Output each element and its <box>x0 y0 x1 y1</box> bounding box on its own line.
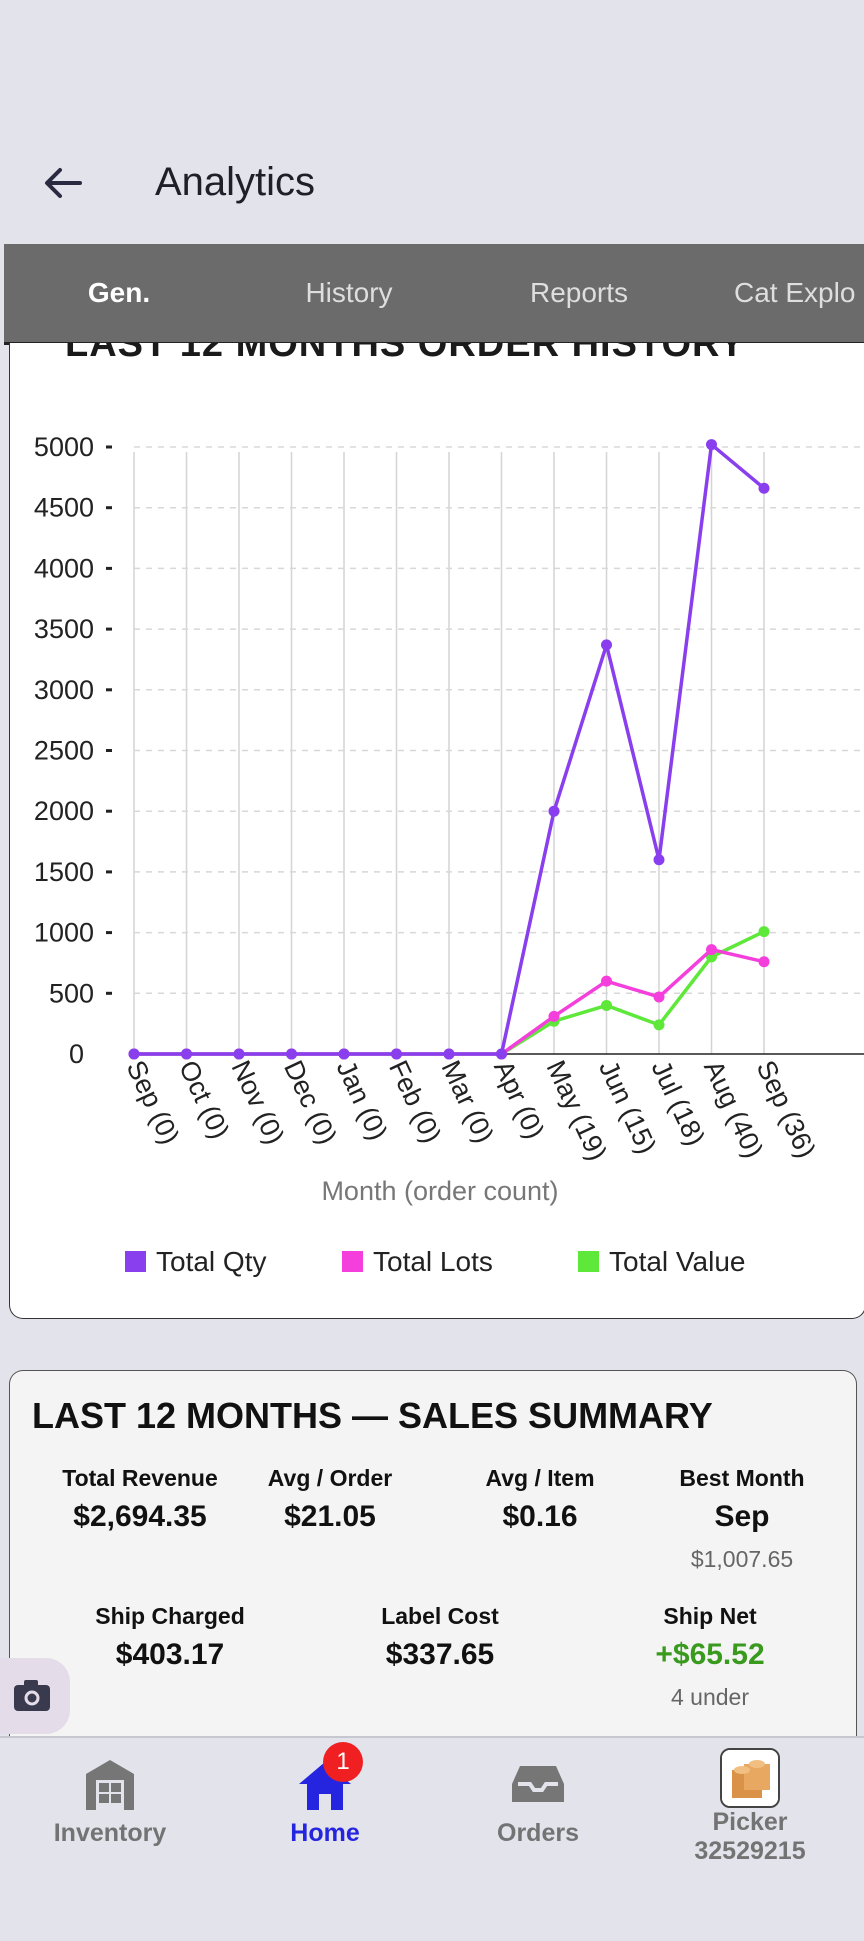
warehouse-icon <box>86 1760 134 1810</box>
data-point <box>233 1048 245 1060</box>
picker-avatar <box>720 1748 780 1808</box>
stat-avg-item: Avg / Item $0.16 <box>450 1465 630 1534</box>
legend-swatch <box>578 1251 599 1272</box>
x-axis-label: Month (order count) <box>321 1176 558 1206</box>
nav-inventory[interactable]: Inventory <box>40 1738 180 1888</box>
stat-label: Total Revenue <box>62 1465 218 1491</box>
camera-button[interactable] <box>0 1658 70 1734</box>
data-point <box>758 482 770 494</box>
sales-summary-card: LAST 12 MONTHS — SALES SUMMARY Total Rev… <box>9 1370 857 1746</box>
data-point <box>706 944 717 956</box>
data-point <box>653 991 665 1003</box>
y-tick-label: 0 <box>69 1039 84 1069</box>
data-point <box>496 1048 507 1060</box>
nav-picker[interactable]: Picker 32529215 <box>680 1738 820 1888</box>
back-button[interactable] <box>40 160 86 206</box>
y-tick-label: 3000 <box>34 675 94 705</box>
y-tick-label: 2000 <box>34 796 94 826</box>
data-point <box>286 1048 297 1060</box>
data-point <box>601 975 612 987</box>
data-point <box>653 1019 665 1031</box>
stat-subvalue: $1,007.65 <box>690 1546 794 1572</box>
stat-value: $2,694.35 <box>73 1500 207 1533</box>
tab-history[interactable]: History <box>305 277 393 308</box>
bottom-navigation: Inventory Home 1 Orders Picker 32529215 <box>0 1736 864 1941</box>
stat-label: Ship Net <box>663 1603 757 1629</box>
arrow-left-icon <box>45 168 82 198</box>
data-point <box>653 854 665 866</box>
stat-label-cost: Label Cost $337.65 <box>330 1603 550 1672</box>
legend-label: Total Qty <box>156 1246 266 1277</box>
nav-picker-id: 32529215 <box>694 1837 806 1865</box>
stat-value: Sep <box>714 1500 770 1533</box>
tab-general[interactable]: Gen. <box>87 277 151 308</box>
chart-title: LAST 12 MONTHS ORDER HISTORY <box>65 343 746 365</box>
stat-value: $0.16 <box>502 1500 578 1533</box>
y-tick-label: 500 <box>49 978 94 1008</box>
tab-reports[interactable]: Reports <box>529 277 629 308</box>
stat-value: $21.05 <box>284 1500 376 1533</box>
page-title: Analytics <box>155 160 316 204</box>
stat-ship-charged: Ship Charged $403.17 <box>60 1603 280 1672</box>
legend-label: Total Value <box>609 1246 745 1277</box>
y-tick-label: 4000 <box>34 553 94 583</box>
stat-value: $403.17 <box>115 1638 225 1671</box>
data-point <box>601 999 612 1011</box>
y-tick-label: 5000 <box>34 432 94 462</box>
order-history-chart: 0 500 1000 1500 2000 2500 3000 3500 4000 4500 5000… <box>34 432 864 1277</box>
y-tick-label: 4500 <box>34 493 94 523</box>
stat-value: $337.65 <box>385 1638 495 1671</box>
tab-cat-explorer[interactable]: Cat Explo <box>734 277 856 308</box>
nav-home-label: Home <box>290 1819 360 1847</box>
inbox-tray-icon <box>512 1766 564 1802</box>
data-point <box>706 439 717 451</box>
legend-swatch <box>342 1251 363 1272</box>
data-point <box>181 1048 192 1060</box>
app-header: Analytics <box>0 0 864 244</box>
legend-swatch <box>125 1251 146 1272</box>
stat-total-revenue: Total Revenue $2,694.35 <box>30 1465 250 1534</box>
data-point <box>758 956 770 968</box>
y-tick-label: 1000 <box>34 918 94 948</box>
camera-icon <box>14 1680 50 1711</box>
data-point <box>128 1048 140 1060</box>
brick-icon <box>722 1750 778 1806</box>
stat-label: Best Month <box>679 1465 805 1491</box>
data-point <box>548 805 560 817</box>
data-point <box>601 639 612 651</box>
stat-avg-order: Avg / Order $21.05 <box>240 1465 420 1534</box>
order-history-card: LAST 12 MONTHS ORDER HISTORY 0 500 1000 150… <box>9 343 864 1319</box>
data-point <box>391 1048 402 1060</box>
nav-orders[interactable]: Orders <box>468 1738 608 1888</box>
stat-label: Avg / Item <box>485 1465 595 1491</box>
nav-inventory-label: Inventory <box>53 1819 167 1847</box>
nav-picker-label: Picker <box>712 1808 788 1836</box>
tab-bar: Gen. History Reports Cat Explo <box>4 244 864 345</box>
data-point <box>758 926 770 938</box>
data-point <box>443 1048 455 1060</box>
stat-subvalue: 4 under <box>670 1684 749 1710</box>
data-point <box>548 1010 560 1022</box>
nav-home[interactable]: Home 1 <box>255 1738 395 1888</box>
stat-label: Ship Charged <box>95 1603 245 1629</box>
nav-orders-label: Orders <box>497 1819 579 1847</box>
data-point <box>338 1048 350 1060</box>
y-tick-label: 2500 <box>34 736 94 766</box>
sales-summary-title: LAST 12 MONTHS — SALES SUMMARY <box>32 1395 713 1436</box>
stat-label: Label Cost <box>381 1603 499 1629</box>
y-tick-label: 1500 <box>34 857 94 887</box>
y-tick-label: 3500 <box>34 614 94 644</box>
stat-value: +$65.52 <box>655 1638 765 1671</box>
stat-ship-net: Ship Net +$65.52 4 under <box>600 1603 820 1711</box>
legend-label: Total Lots <box>373 1246 493 1277</box>
notification-badge: 1 <box>323 1742 363 1782</box>
stat-best-month: Best Month Sep $1,007.65 <box>642 1465 842 1573</box>
stat-label: Avg / Order <box>267 1465 393 1491</box>
